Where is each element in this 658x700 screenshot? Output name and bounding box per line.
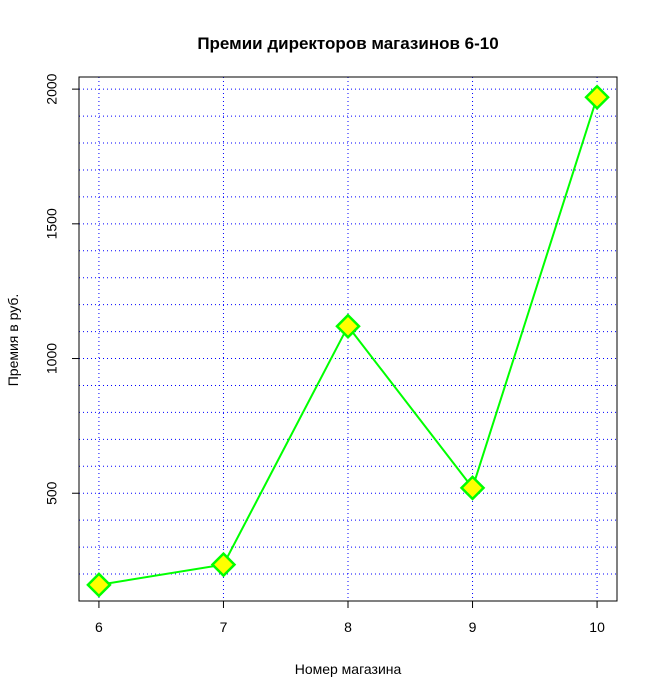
grid	[79, 77, 617, 602]
x-tick-label-0: 6	[95, 619, 103, 635]
data-point-2	[335, 313, 361, 339]
chart-title: Премии директоров магазинов 6-10	[197, 34, 498, 53]
x-tick-label-4: 10	[589, 619, 605, 635]
x-tick-label-3: 9	[469, 619, 477, 635]
x-tick-label-1: 7	[220, 619, 228, 635]
y-tick-label-2: 1500	[44, 208, 60, 239]
data-point-4	[584, 84, 610, 110]
plot-border	[78, 76, 618, 602]
data-point-1	[210, 551, 237, 578]
y-tick-label-1: 1000	[44, 343, 60, 374]
data-point-3	[459, 475, 486, 501]
data-point-0	[86, 572, 112, 598]
x-tick-label-2: 8	[344, 619, 352, 635]
y-tick-label-3: 2000	[44, 73, 60, 104]
series	[86, 84, 610, 598]
y-axis-label: Премия в руб.	[5, 294, 21, 387]
axes: 6 7 8 9 10 500 1000 1500 2000	[44, 73, 605, 635]
y-tick-label-0: 500	[44, 481, 60, 505]
x-axis-label: Номер магазина	[295, 661, 402, 677]
